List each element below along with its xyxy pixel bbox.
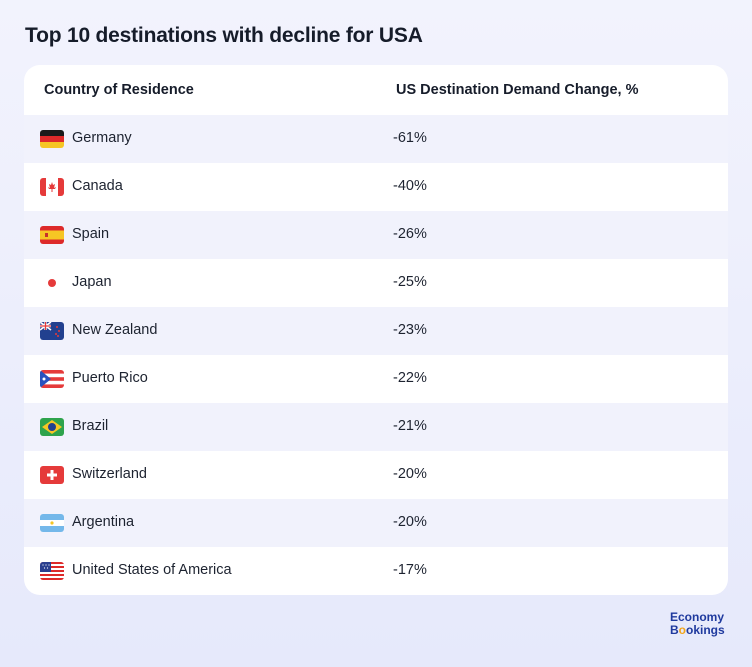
table-header: Country of Residence US Destination Dema…	[24, 65, 728, 115]
demand-change-value: -21%	[393, 418, 427, 434]
demand-change-value: -20%	[393, 466, 427, 482]
country-name: Japan	[72, 274, 112, 290]
destinations-table: Country of Residence US Destination Dema…	[24, 65, 728, 595]
logo-line-1: Economy	[670, 610, 725, 624]
country-name: United States of America	[72, 562, 232, 578]
germany-flag-icon	[40, 130, 64, 148]
column-header-change: US Destination Demand Change, %	[396, 82, 639, 98]
economy-bookings-logo: Economy Bookings	[670, 611, 732, 637]
argentina-flag-icon	[40, 514, 64, 532]
demand-change-value: -17%	[393, 562, 427, 578]
country-name: Puerto Rico	[72, 370, 148, 386]
spain-flag-icon	[40, 226, 64, 244]
demand-change-value: -26%	[393, 226, 427, 242]
usa-flag-icon	[40, 562, 64, 580]
table-row: Switzerland -20%	[24, 451, 728, 499]
country-name: Germany	[72, 130, 132, 146]
demand-change-value: -22%	[393, 370, 427, 386]
switzerland-flag-icon	[40, 466, 64, 484]
puerto-rico-flag-icon	[40, 370, 64, 388]
country-name: Spain	[72, 226, 110, 242]
country-name: New Zealand	[72, 322, 158, 338]
country-name: Switzerland	[72, 466, 147, 482]
brazil-flag-icon	[40, 418, 64, 436]
demand-change-value: -20%	[393, 514, 427, 530]
demand-change-value: -23%	[393, 322, 427, 338]
demand-change-value: -40%	[393, 178, 427, 194]
table-row: Brazil -21%	[24, 403, 728, 451]
country-name: Argentina	[72, 514, 135, 530]
logo-line-2: Bookings	[670, 623, 725, 637]
new-zealand-flag-icon	[40, 322, 64, 340]
country-name: Brazil	[72, 418, 109, 434]
table-row: Puerto Rico -22%	[24, 355, 728, 403]
japan-flag-icon	[40, 274, 64, 292]
table-row: Canada -40%	[24, 163, 728, 211]
canada-flag-icon	[40, 178, 64, 196]
table-row: Japan -25%	[24, 259, 728, 307]
table-row: Spain -26%	[24, 211, 728, 259]
demand-change-value: -61%	[393, 130, 427, 146]
table-row: Germany -61%	[24, 115, 728, 163]
table-row: New Zealand -23%	[24, 307, 728, 355]
column-header-country: Country of Residence	[44, 82, 194, 98]
page-title: Top 10 destinations with decline for USA	[25, 24, 423, 47]
country-name: Canada	[72, 178, 123, 194]
table-row: United States of America -17%	[24, 547, 728, 595]
demand-change-value: -25%	[393, 274, 427, 290]
table-row: Argentina -20%	[24, 499, 728, 547]
